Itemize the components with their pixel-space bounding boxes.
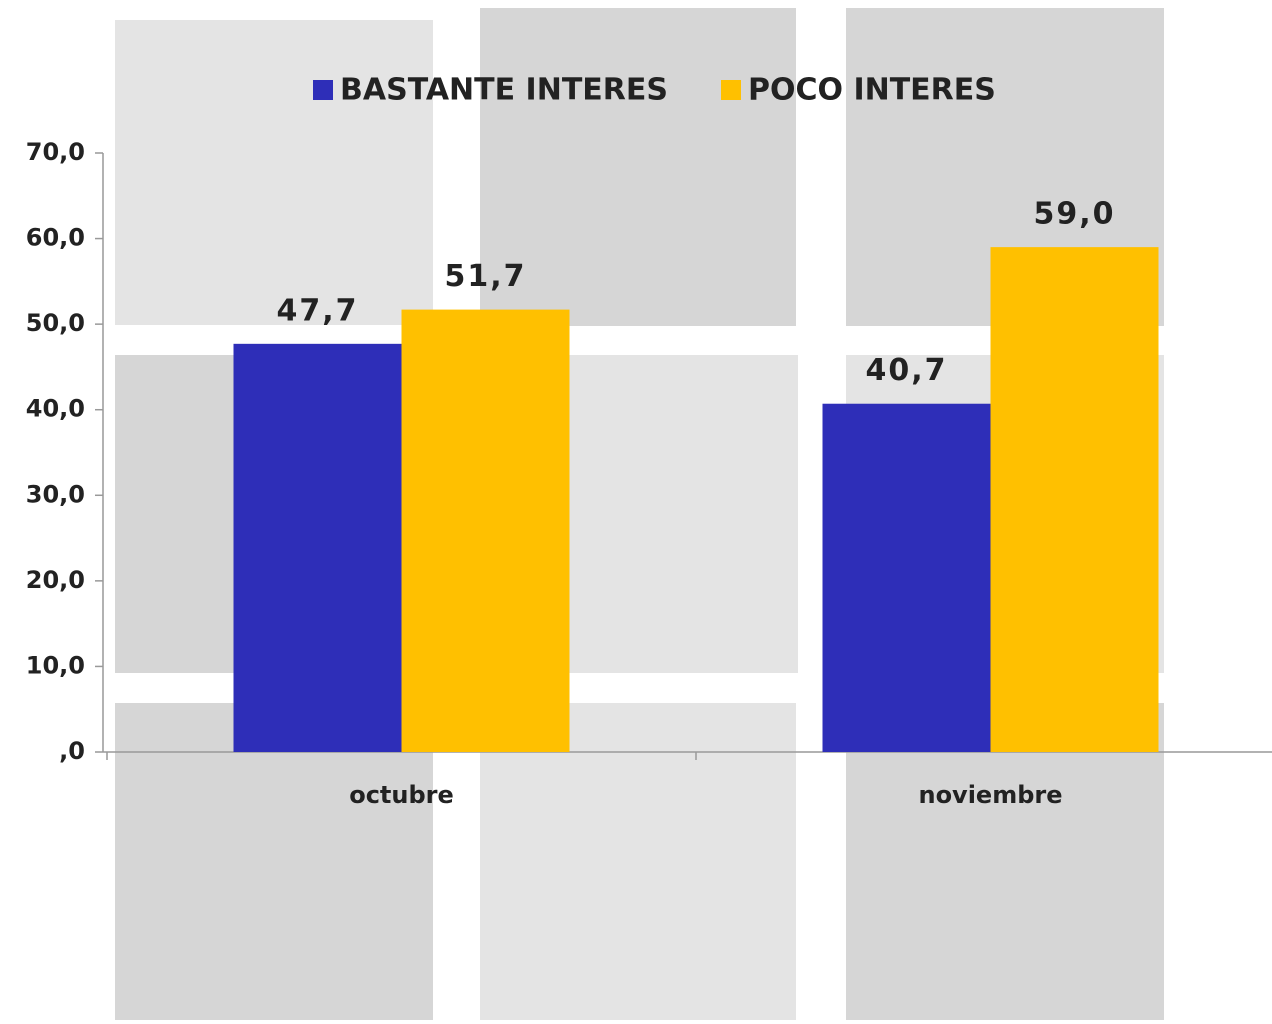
y-tick-label: 30,0 [26, 480, 85, 508]
y-tick-label: 20,0 [26, 566, 85, 594]
photo-tile [115, 703, 433, 1020]
data-label: 40,7 [865, 353, 947, 388]
y-tick-label: 70,0 [26, 138, 85, 166]
y-tick-label: 10,0 [26, 651, 85, 679]
data-label: 51,7 [444, 259, 526, 294]
legend-label: BASTANTE INTERES [340, 73, 668, 108]
data-label: 47,7 [276, 293, 358, 328]
data-label: 59,0 [1033, 197, 1115, 232]
photo-tile [115, 20, 433, 325]
y-tick-label: ,0 [59, 737, 85, 765]
legend-swatch [313, 80, 333, 100]
legend-label: POCO INTERES [748, 73, 996, 108]
bar [990, 247, 1159, 752]
photo-tile [480, 703, 796, 1020]
y-tick-label: 60,0 [26, 224, 85, 252]
x-tick-label: noviembre [918, 781, 1062, 809]
bar [822, 403, 991, 752]
y-tick-label: 40,0 [26, 395, 85, 423]
y-tick-label: 50,0 [26, 309, 85, 337]
photo-tile [480, 8, 796, 326]
photo-tile [846, 703, 1164, 1020]
bar [233, 343, 402, 752]
legend-swatch [720, 80, 741, 100]
bar [401, 309, 570, 752]
x-tick-label: octubre [349, 781, 454, 809]
